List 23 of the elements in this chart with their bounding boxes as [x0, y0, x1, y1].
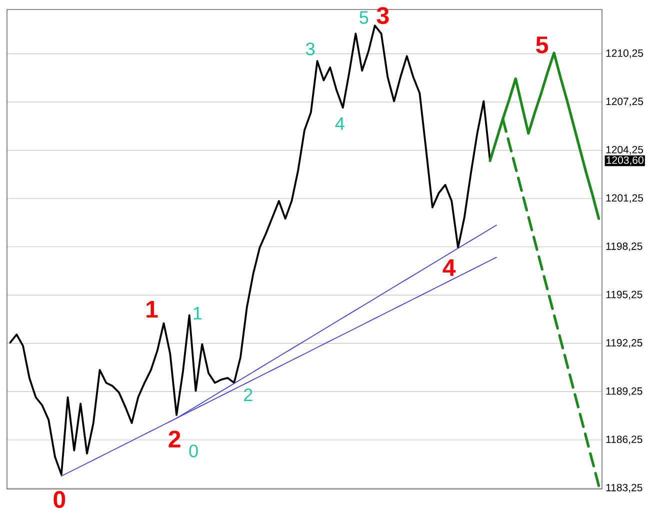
- annotation: 3: [306, 42, 315, 56]
- y-tick-label: 1189,25: [606, 387, 642, 396]
- y-tick-label: 1201,25: [606, 194, 644, 203]
- annotation: 0: [189, 444, 198, 458]
- y-tick-label: 1198,25: [606, 242, 642, 252]
- y-tick-label: 1210,25: [606, 49, 644, 58]
- annotation: 4: [335, 117, 344, 130]
- y-tick-label: 1192,25: [606, 339, 642, 348]
- y-tick-label: 1183,25: [606, 484, 642, 493]
- annotation: 5: [536, 36, 548, 54]
- text: 0: [54, 491, 66, 508]
- text: 1203,60: [606, 156, 644, 166]
- annotation: 3: [376, 7, 389, 24]
- y-tick-label: 1204,25: [606, 146, 644, 155]
- annotation: 4: [442, 259, 456, 276]
- annotation: 2: [244, 388, 252, 402]
- annotation: 5: [360, 11, 368, 24]
- annotation: 1: [146, 301, 158, 318]
- y-tick-label: 1195,25: [606, 290, 642, 300]
- y-tick-label: 1186,25: [606, 436, 642, 444]
- y-tick-label: 1207,25: [606, 98, 644, 106]
- annotation: 1: [194, 307, 202, 320]
- annotation: 2: [168, 430, 180, 448]
